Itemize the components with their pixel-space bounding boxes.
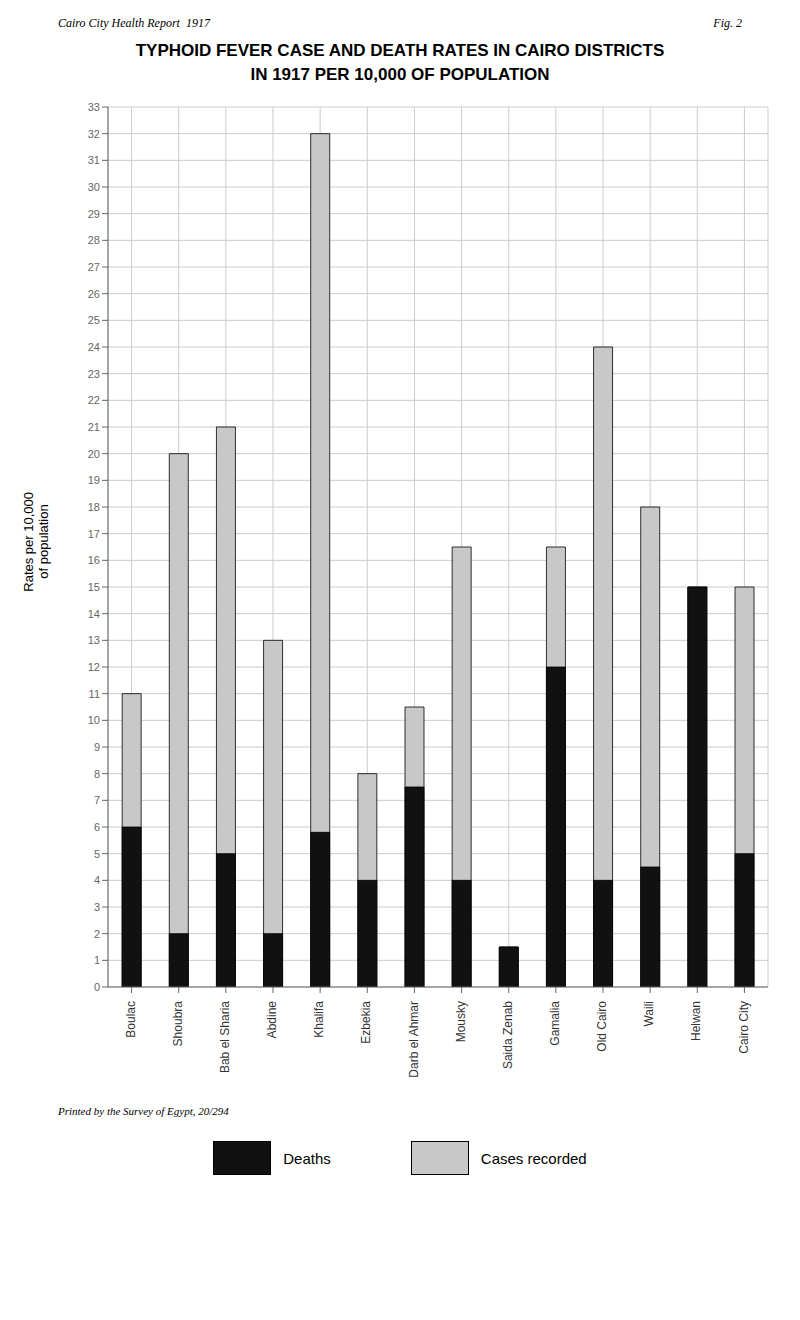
svg-text:26: 26: [88, 288, 100, 300]
svg-text:27: 27: [88, 261, 100, 273]
svg-text:11: 11: [89, 688, 100, 700]
svg-text:5: 5: [94, 848, 100, 860]
svg-text:6: 6: [94, 821, 100, 833]
svg-text:14: 14: [88, 608, 100, 620]
svg-text:33: 33: [88, 101, 100, 113]
svg-text:16: 16: [88, 554, 100, 566]
svg-text:15: 15: [88, 581, 100, 593]
svg-text:29: 29: [88, 208, 100, 220]
svg-text:4: 4: [94, 874, 100, 886]
html-text:Fig. 2: Fig. 2: [713, 16, 742, 30]
svg-text:20: 20: [88, 448, 100, 460]
svg-text:31: 31: [88, 154, 100, 166]
svg-text:22: 22: [88, 394, 100, 406]
svg-text:23: 23: [88, 368, 100, 380]
svg-text:9: 9: [94, 741, 100, 753]
svg-text:Ezbekia: Ezbekia: [359, 1001, 373, 1044]
svg-text:30: 30: [88, 181, 100, 193]
svg-text:8: 8: [94, 768, 100, 780]
svg-text:Boulac: Boulac: [124, 1001, 138, 1038]
svg-text:Shoubra: Shoubra: [171, 1001, 185, 1047]
svg-text:24: 24: [88, 341, 100, 353]
svg-text:10: 10: [88, 714, 100, 726]
html-text:IN 1917 PER 10,000 OF POPULATI: IN 1917 PER 10,000 OF POPULATION: [250, 65, 550, 84]
svg-text:Cairo City: Cairo City: [737, 1001, 751, 1054]
svg-text:Saida Zenab: Saida Zenab: [501, 1001, 515, 1069]
svg-text:Abdine: Abdine: [265, 1001, 279, 1039]
svg-text:Helwan: Helwan: [689, 1001, 703, 1041]
svg-text:Khalifa: Khalifa: [312, 1001, 326, 1038]
html-text:Cairo City Health Report 1917: Cairo City Health Report 1917: [58, 16, 210, 30]
svg-text:28: 28: [88, 234, 100, 246]
svg-text:7: 7: [94, 794, 100, 806]
html-text:Printed by the Survey of Egypt: Printed by the Survey of Egypt, 20/294: [58, 1105, 229, 1117]
html-text:Deaths: Deaths: [283, 1149, 331, 1167]
svg-text:21: 21: [88, 421, 100, 433]
svg-text:32: 32: [88, 128, 100, 140]
svg-text:Mousky: Mousky: [454, 1001, 468, 1042]
svg-text:25: 25: [88, 314, 100, 326]
svg-text:2: 2: [94, 928, 100, 940]
html-text:TYPHOID FEVER CASE AND DEATH R: TYPHOID FEVER CASE AND DEATH RATES IN CA…: [135, 41, 665, 60]
svg-text:1: 1: [94, 954, 100, 966]
svg-text:12: 12: [88, 661, 100, 673]
svg-text:Darb el Ahmar: Darb el Ahmar: [407, 1001, 421, 1078]
html-text:Cases recorded: Cases recorded: [480, 1149, 587, 1167]
svg-text:17: 17: [88, 528, 100, 540]
svg-text:13: 13: [88, 634, 100, 646]
svg-text:Waili: Waili: [642, 1001, 656, 1027]
svg-text:Old Cairo: Old Cairo: [595, 1001, 609, 1052]
svg-text:0: 0: [94, 981, 100, 993]
svg-text:19: 19: [88, 474, 100, 486]
svg-text:Bab el Sharia: Bab el Sharia: [218, 1001, 232, 1073]
html-text:Rates per 10,000 of population: Rates per 10,000 of population: [21, 492, 51, 592]
svg-text:Gamalia: Gamalia: [548, 1001, 562, 1046]
svg-text:3: 3: [94, 901, 100, 913]
svg-text:18: 18: [88, 501, 100, 513]
